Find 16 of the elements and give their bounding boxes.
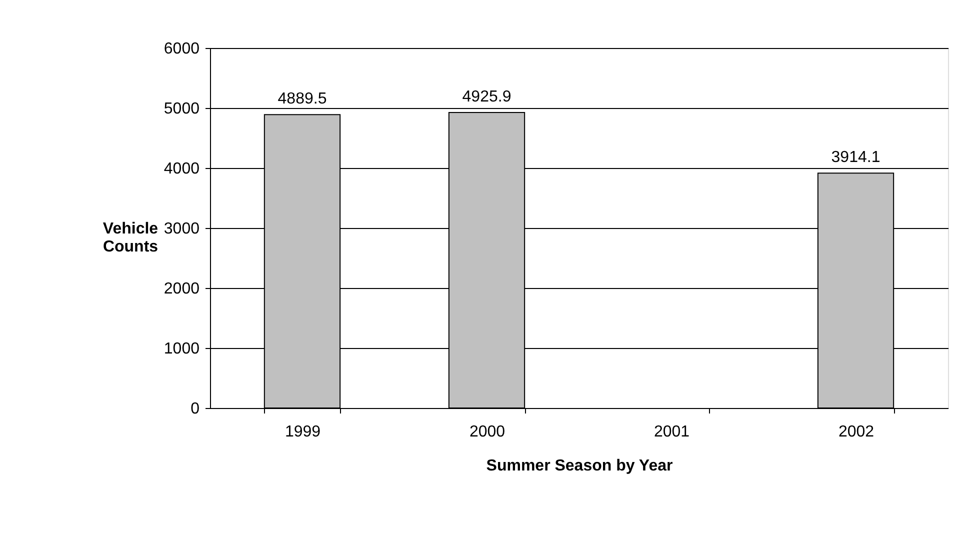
y-tick-label: 0 <box>190 400 200 418</box>
y-tick-label: 1000 <box>164 340 200 358</box>
y-tick-label: 6000 <box>164 40 200 58</box>
data-label: 3914.1 <box>831 149 880 166</box>
x-tick-label: 2002 <box>838 424 874 440</box>
data-label: 4889.5 <box>278 90 327 108</box>
y-tick-label: 2000 <box>164 280 200 298</box>
y-tick-label: 5000 <box>164 100 200 118</box>
x-axis-title: Summer Season by Year <box>486 458 673 474</box>
y-tick-label: 3000 <box>164 220 200 238</box>
x-tick-label: 1999 <box>284 424 321 440</box>
x-tick-label: 2000 <box>469 424 506 440</box>
y-axis-title: Vehicle Counts <box>102 220 158 256</box>
data-label: 4925.9 <box>462 88 512 106</box>
x-tick-label: 2001 <box>654 424 690 440</box>
y-tick-label: 4000 <box>164 160 200 178</box>
